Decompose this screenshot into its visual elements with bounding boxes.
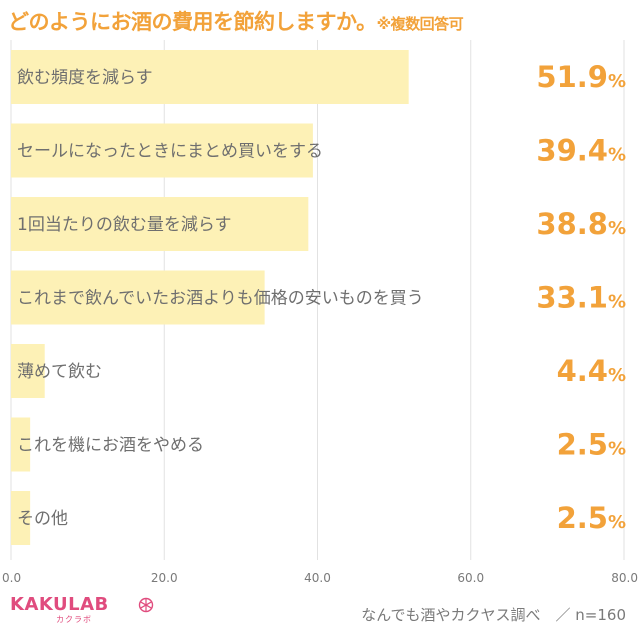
category-label: これを機にお酒をやめる [17,436,204,456]
value-label: 2.5% [557,428,626,462]
chart-title-note: ※複数回答可 [376,15,464,33]
source-note: なんでも酒やカクヤス調べ ／ n=160 [361,606,626,624]
category-label: これまで飲んでいたお酒よりも価格の安いものを買う [17,289,424,309]
value-label: 39.4% [536,134,626,168]
category-label: 薄めて飲む [17,362,102,382]
bar [11,417,31,472]
logo-kana: カクラボ [56,615,92,624]
category-label: セールになったときにまとめ買いをする [17,142,323,162]
value-label: 38.8% [536,207,626,241]
category-label: その他 [17,509,68,529]
bar [11,491,31,545]
x-axis-ticks: 0.0 20.0 40.0 60.0 80.0 [2,571,638,585]
bar [11,270,265,325]
x-tick-label: 40.0 [304,571,331,585]
value-label: 33.1% [536,281,626,315]
x-tick-label: 0.0 [2,571,21,585]
chart-title: どのようにお酒の費用を節約しますか。※複数回答可 [8,6,640,36]
category-label: 飲む頻度を減らす [17,68,153,88]
bar [11,50,409,104]
x-tick-label: 80.0 [611,571,638,585]
logo-mark-icon [138,597,154,613]
x-tick-label: 60.0 [457,571,484,585]
value-label: 4.4% [557,354,626,388]
bar [11,344,45,398]
value-label: 2.5% [557,501,626,535]
value-label: 51.9% [536,60,626,94]
x-tick-label: 20.0 [151,571,178,585]
chart-title-main: どのようにお酒の費用を節約しますか。 [8,10,377,34]
category-label: 1回当たりの飲む量を減らす [17,215,231,235]
bar [11,197,309,251]
kakulab-logo: KAKULAB カクラボ [10,594,160,624]
logo-text: KAKULAB [10,594,109,615]
bars: 飲む頻度を減らす 51.9% セールになったときにまとめ買いをする 39.4% 1回当た… [11,50,626,545]
bar [11,123,313,178]
